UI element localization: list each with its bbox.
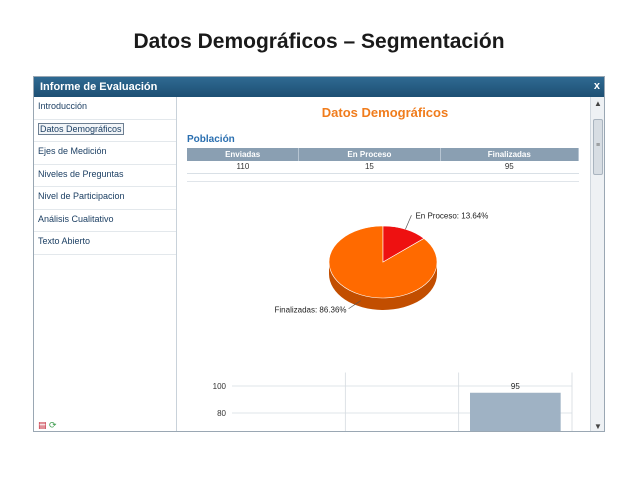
scrollbar-thumb[interactable]: ≡ <box>593 119 603 175</box>
report-window: Informe de Evaluación x Introducción Dat… <box>33 76 605 432</box>
table-header: Enviadas <box>187 148 300 161</box>
section-label-poblacion: Población <box>187 134 235 145</box>
sidebar-item-texto-abierto[interactable]: Texto Abierto <box>34 232 176 255</box>
sidebar-item-label: Nivel de Participacion <box>38 191 125 201</box>
close-icon[interactable]: x <box>593 80 600 92</box>
sidebar-item-label: Introducción <box>38 101 88 111</box>
scroll-up-icon[interactable]: ▲ <box>594 99 602 108</box>
sidebar-item-label: Análisis Cualitativo <box>38 213 114 224</box>
slide-title: Datos Demográficos – Segmentación <box>133 30 505 53</box>
pie-chart: En Proceso: 13.64% Finalizadas: 86.36% <box>275 211 489 314</box>
table-cell: 95 <box>440 161 579 174</box>
y-tick-label: 100 <box>213 382 227 391</box>
table-cell: 110 <box>187 161 299 174</box>
pie-slice-finalizadas-side <box>329 262 437 310</box>
sidebar-item-label: Texto Abierto <box>38 236 91 246</box>
scroll-down-icon[interactable]: ▼ <box>594 422 602 431</box>
sidebar-item-datos-demograficos[interactable]: Datos Demográficos <box>34 120 176 142</box>
sidebar: Introducción Datos Demográficos Ejes de … <box>34 97 177 431</box>
sidebar-item-nivel-de-participacion[interactable]: Nivel de Participacion <box>34 187 176 210</box>
pie-data-label-finalizadas: Finalizadas: 86.36% <box>275 306 347 315</box>
charts-svg: En Proceso: 13.64% Finalizadas: 86.36% 1… <box>213 211 573 431</box>
pie-leader-line-finalizadas <box>348 300 361 310</box>
sidebar-item-label: Niveles de Preguntas <box>38 168 124 179</box>
grip-icon: ≡ <box>596 142 601 149</box>
chart-area: En Proceso: 13.64% Finalizadas: 86.36% 1… <box>187 181 579 431</box>
sidebar-item-label: Datos Demográficos <box>38 122 124 135</box>
sidebar-tools: ▤ ⟳ <box>38 420 57 431</box>
table-cell: 15 <box>298 161 441 174</box>
main-content: Datos Demográficos Población Enviadas En… <box>178 97 592 431</box>
sidebar-item-analisis-cualitativo[interactable]: Análisis Cualitativo <box>34 210 176 232</box>
table-row: 110 15 95 <box>187 161 579 174</box>
table-header: Finalizadas <box>440 148 580 161</box>
table-header: En Proceso <box>298 148 441 161</box>
bar-data-label: 95 <box>511 382 520 391</box>
bar-finalizadas <box>470 392 561 431</box>
population-table: Enviadas En Proceso Finalizadas 110 15 9… <box>187 148 580 174</box>
pie-leader-line-en-proceso <box>405 215 412 230</box>
window-titlebar: Informe de Evaluación x <box>34 77 604 97</box>
pie-data-label-en-proceso: En Proceso: 13.64% <box>415 211 488 220</box>
bar-chart: 100 80 60 95 <box>213 372 573 431</box>
print-icon[interactable]: ▤ <box>38 420 47 430</box>
window-title: Informe de Evaluación <box>40 81 158 93</box>
sidebar-item-introduccion[interactable]: Introducción <box>34 97 176 120</box>
sidebar-item-label: Ejes de Medición <box>38 146 107 156</box>
sidebar-item-ejes-de-medicion[interactable]: Ejes de Medición <box>34 142 176 165</box>
y-tick-label: 80 <box>217 409 226 418</box>
refresh-icon[interactable]: ⟳ <box>49 420 57 430</box>
vertical-scrollbar[interactable]: ▲ ≡ ▼ <box>590 97 604 431</box>
sidebar-item-niveles-de-preguntas[interactable]: Niveles de Preguntas <box>34 165 176 187</box>
page-title: Datos Demográficos <box>321 105 449 120</box>
